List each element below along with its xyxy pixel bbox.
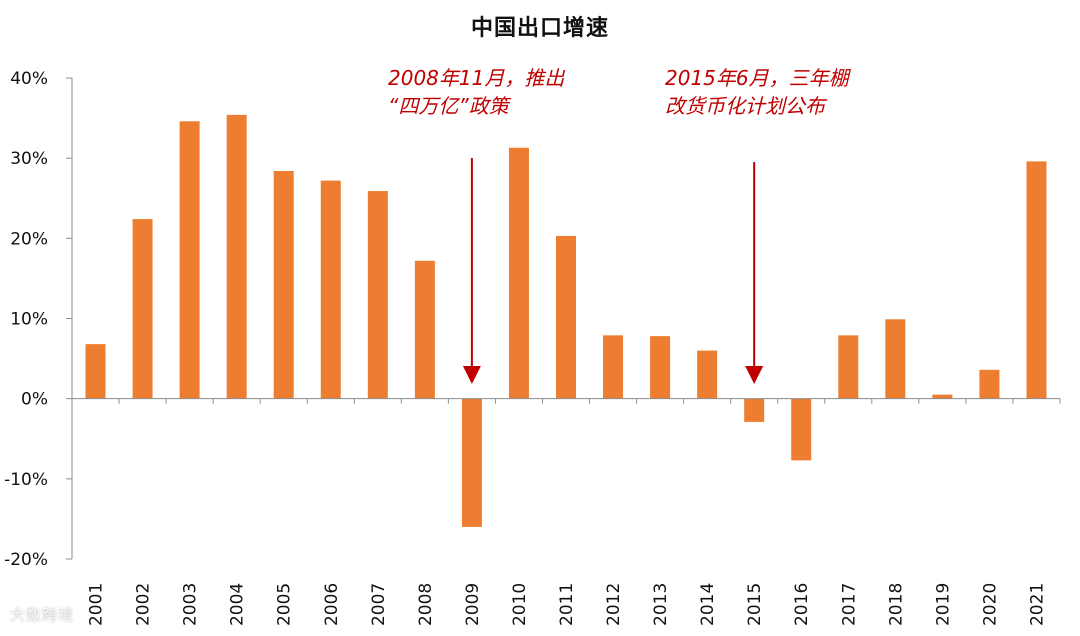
annotation-arrow-head [462, 366, 481, 384]
x-tick-label: 2014 [698, 583, 718, 626]
x-tick-label: 2016 [792, 583, 812, 626]
x-tick-label: 2010 [510, 583, 530, 626]
bar-2005 [273, 170, 294, 399]
x-tick-label: 2011 [557, 583, 577, 626]
bar-2004 [226, 114, 247, 399]
annotation-line: 2008年11月，推出 [388, 66, 565, 90]
bar-2011 [556, 235, 576, 399]
watermark-logo: 大数跨境 [10, 606, 75, 624]
bar-2020 [979, 369, 1000, 399]
x-tick-label: 2013 [651, 583, 671, 626]
bar-2014 [697, 350, 718, 399]
bar-2007 [367, 191, 388, 399]
annotation-arrow-head [745, 366, 764, 384]
y-tick-label: 10% [10, 310, 48, 330]
y-tick-label: 40% [10, 69, 48, 89]
annotation-line: 改货币化计划公布 [665, 94, 825, 118]
y-tick-label: 0% [21, 390, 48, 410]
bar-2015 [744, 398, 765, 422]
x-tick-label: 2009 [463, 583, 483, 626]
bar-2021 [1026, 161, 1047, 399]
x-tick-label: 2001 [87, 583, 107, 626]
bar-2012 [603, 335, 624, 399]
x-tick-label: 2021 [1027, 583, 1047, 626]
y-tick-label: 20% [10, 229, 48, 249]
bar-2006 [320, 180, 341, 399]
bar-2017 [838, 335, 859, 399]
bar-2018 [885, 319, 906, 399]
x-tick-label: 2003 [181, 583, 201, 626]
annotation-line: “四万亿”政策 [388, 94, 509, 118]
x-tick-label: 2007 [369, 583, 389, 626]
bar-2013 [650, 336, 671, 399]
bar-2010 [508, 147, 529, 399]
y-tick-label: -20% [4, 550, 48, 570]
x-tick-label: 2008 [416, 583, 436, 626]
x-tick-label: 2015 [745, 583, 765, 626]
bar-2009 [461, 398, 482, 527]
y-tick-label: -10% [4, 470, 48, 490]
y-tick-label: 30% [10, 149, 48, 169]
x-tick-label: 2002 [134, 583, 154, 626]
bar-2001 [85, 344, 106, 399]
x-tick-label: 2006 [322, 583, 342, 626]
x-tick-label: 2004 [228, 583, 248, 626]
bar-2019 [932, 394, 953, 399]
x-tick-label: 2018 [886, 583, 906, 626]
x-tick-label: 2017 [839, 583, 859, 626]
bar-2003 [179, 121, 200, 399]
annotation-stimulus-policy: 2008年11月，推出 “四万亿”政策 [388, 64, 564, 120]
annotation-line: 2015年6月，三年棚 [665, 66, 849, 90]
chart-title: 中国出口增速 [470, 16, 609, 41]
x-tick-label: 2019 [933, 583, 953, 626]
bar-2008 [414, 260, 435, 399]
bar-2016 [791, 398, 812, 461]
x-tick-label: 2005 [275, 583, 295, 626]
x-tick-label: 2012 [604, 583, 624, 626]
annotation-housing-policy: 2015年6月，三年棚 改货币化计划公布 [665, 64, 849, 120]
bar-2002 [132, 219, 153, 399]
x-tick-label: 2020 [980, 583, 1000, 626]
